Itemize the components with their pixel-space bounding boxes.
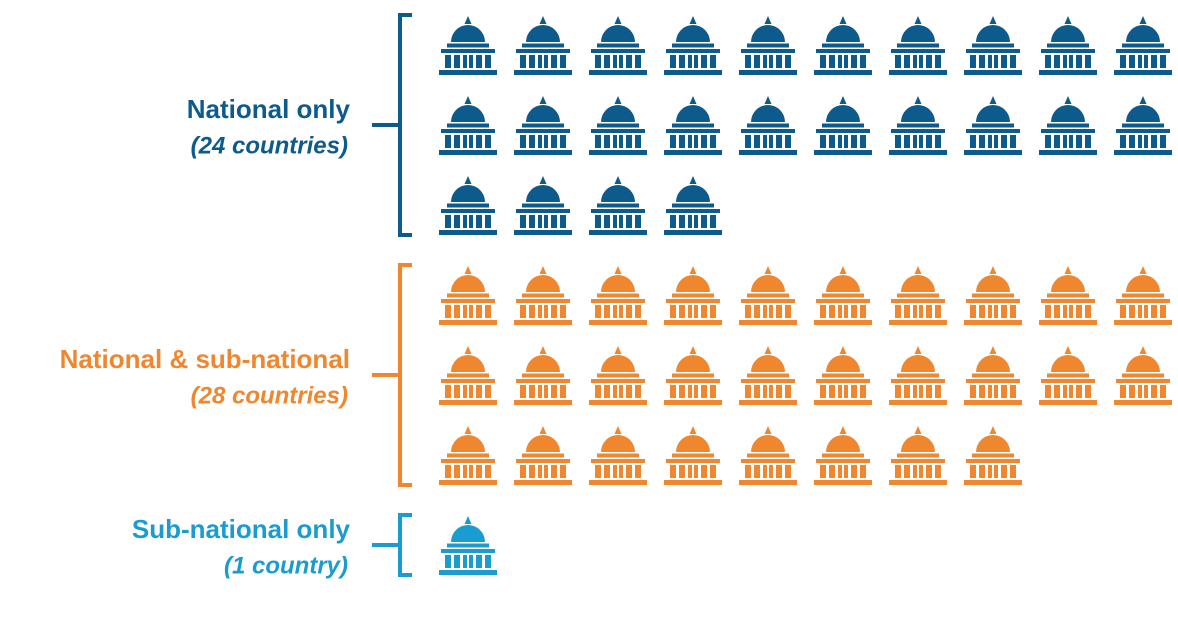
country-icon [589,176,647,235]
country-icon [664,346,722,405]
country-icon [889,16,947,75]
country-icon [814,266,872,325]
country-icon [664,176,722,235]
category-label: Sub-national only [132,514,351,544]
country-icon [1114,96,1172,155]
country-icon [589,96,647,155]
country-icon [439,426,497,485]
country-icon [739,426,797,485]
country-icon [964,346,1022,405]
country-icon [589,16,647,75]
category-label: National & sub-national [60,344,350,374]
country-icon [739,96,797,155]
country-icon [1114,16,1172,75]
country-icon [664,96,722,155]
value-label: (24 countries) [191,132,348,159]
country-icon [1039,266,1097,325]
country-icon [589,266,647,325]
category-label: National only [187,94,351,124]
country-icon [514,266,572,325]
bracket [372,513,412,577]
country-icon [1039,346,1097,405]
country-icon [889,96,947,155]
country-icon [439,346,497,405]
country-icon [589,346,647,405]
country-icon [439,176,497,235]
country-icon [439,96,497,155]
country-icon [1039,96,1097,155]
country-icon [964,426,1022,485]
value-label: (1 country) [224,552,348,579]
country-icon [739,16,797,75]
bracket [372,13,412,237]
country-icon [964,266,1022,325]
country-icon [814,16,872,75]
country-icon [664,426,722,485]
country-icon [514,346,572,405]
country-icon [1114,266,1172,325]
country-icon [514,426,572,485]
country-icon [739,346,797,405]
country-icon [1114,346,1172,405]
country-icon [514,16,572,75]
country-icon [664,16,722,75]
country-icon [439,16,497,75]
country-icon [964,16,1022,75]
value-label: (28 countries) [191,382,348,409]
country-icon [889,266,947,325]
bracket [372,263,412,487]
country-icon [814,96,872,155]
country-icon [889,426,947,485]
country-icon [1039,16,1097,75]
country-icon [439,516,497,575]
country-icon [514,96,572,155]
country-icon [964,96,1022,155]
country-icon [589,426,647,485]
country-icon [514,176,572,235]
country-icon [889,346,947,405]
country-icon [664,266,722,325]
country-icon [439,266,497,325]
country-icon [814,346,872,405]
country-icon [739,266,797,325]
country-icon [814,426,872,485]
